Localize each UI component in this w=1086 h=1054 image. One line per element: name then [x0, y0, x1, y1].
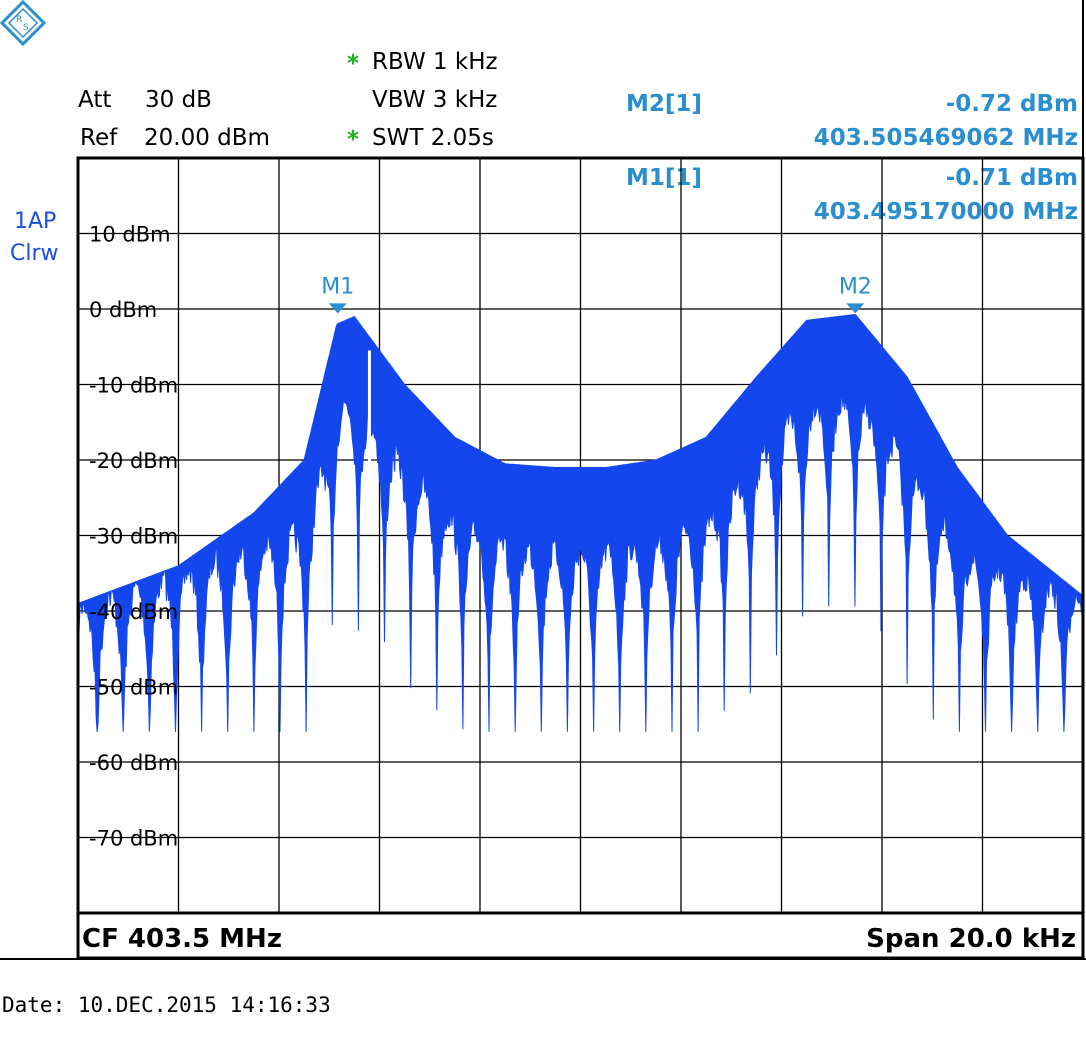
y-tick-label: 10 dBm [89, 223, 171, 247]
y-tick-label: -30 dBm [89, 525, 178, 549]
att-label: Att [78, 87, 112, 113]
svg-text:S: S [23, 23, 29, 33]
y-tick-label: 0 dBm [89, 298, 157, 322]
center-frequency: CF 403.5 MHz [82, 924, 282, 954]
footer-divider [0, 958, 1086, 960]
rbw-star: * [347, 51, 360, 77]
marker-triangle [846, 303, 865, 314]
marker-m2-name: M2[1] [626, 91, 702, 117]
capture-date: Date: 10.DEC.2015 14:16:33 [2, 993, 331, 1017]
spectrum-plot: 10 dBm 0 dBm -10 dBm -20 dBm -30 dBm -40 dBm -… [76, 0, 1085, 960]
att-value: 30 dB [145, 87, 212, 113]
frequency-span: Span 20.0 kHz [866, 924, 1076, 954]
trace-label-clrw: Clrw [10, 241, 59, 266]
y-tick-label: -50 dBm [89, 676, 178, 700]
marker-label: M2 [839, 274, 872, 299]
marker-m2-freq: 403.505469062 MHz [813, 125, 1078, 151]
marker-m2-level: -0.72 dBm [945, 91, 1078, 117]
plot-frame [76, 156, 1085, 915]
ref-label: Ref [80, 125, 118, 151]
y-tick-label: -60 dBm [89, 751, 178, 775]
marker-m1-level: -0.71 dBm [945, 165, 1078, 191]
swt-setting: SWT 2.05s [372, 125, 494, 151]
marker-m1-name: M1[1] [626, 165, 702, 191]
ref-value: 20.00 dBm [144, 125, 270, 151]
rbw-setting: RBW 1 kHz [372, 49, 498, 75]
swt-star: * [347, 127, 360, 153]
marker-triangle [328, 303, 347, 314]
rohde-schwarz-logo: R S [0, 0, 46, 46]
y-tick-label: -10 dBm [89, 374, 178, 398]
y-tick-label: -70 dBm [89, 827, 178, 851]
trace-label-mode: 1AP [14, 209, 57, 234]
svg-text:R: R [16, 15, 22, 25]
vbw-setting: VBW 3 kHz [372, 87, 498, 113]
marker-m1-freq: 403.495170000 MHz [813, 199, 1078, 225]
y-tick-label: -40 dBm [89, 600, 178, 624]
marker-label: M1 [321, 274, 354, 299]
y-tick-label: -20 dBm [89, 449, 178, 473]
